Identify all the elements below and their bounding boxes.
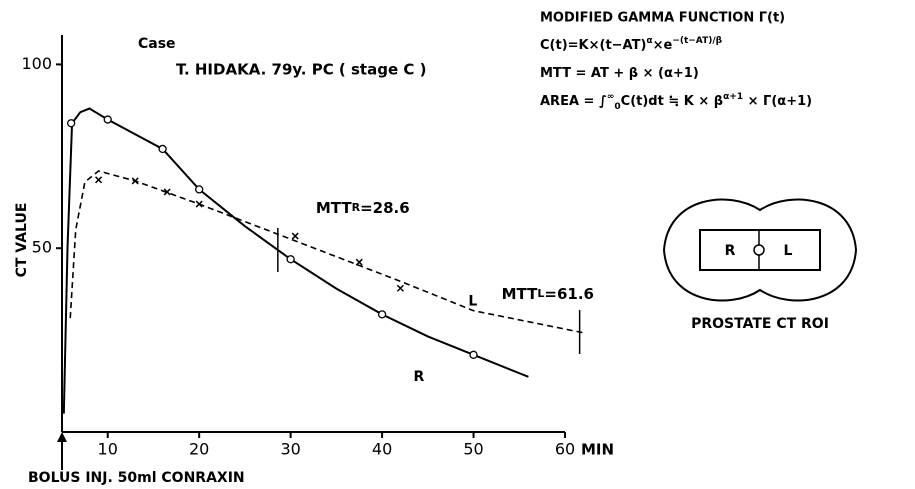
roi-right-label: L [784,243,793,259]
mtt-label: MTTL=61.6 [502,285,594,303]
data-point [377,310,387,319]
formula-part: C(t)=K×(t−AT) [540,38,646,53]
mtt-sub: R [352,201,361,214]
formula-part: 0 [614,102,620,112]
formula-line: AREA = ∫∞0C(t)dt ≒ K × βα+1 × Γ(α+1) [540,92,812,112]
fit-curve [62,107,529,414]
prostate-outline [662,198,858,302]
injection-arrowhead [57,432,67,442]
mtt-label: MTTR=28.6 [316,198,410,216]
data-point [195,185,204,194]
formula-part: ×e [653,38,673,53]
x-axis-label: MIN [581,441,614,459]
data-point [95,176,103,184]
data-point [195,200,203,208]
formula-part: α [646,36,652,46]
chart-subtitle: T. HIDAKA. 79y. PC ( stage C ) [176,61,426,79]
data-point [355,258,363,266]
mtt-value: 61.6 [557,285,594,303]
formula-part: AREA = ∫ [540,94,607,109]
x-tick-label: 60 [555,440,575,459]
data-point [131,177,139,185]
series-label: L [468,294,477,310]
injection-label: BOLUS INJ. 50ml CONRAXIN [28,470,245,486]
data-point [396,284,404,292]
mtt-label: MTT [502,285,539,303]
mtt-label: MTT [316,198,353,216]
series-label: R [414,369,425,385]
roi-box [699,229,821,271]
formula-heading: MODIFIED GAMMA FUNCTION Γ(t) [540,11,785,26]
mtt-value: 28.6 [373,198,410,216]
data-point [286,255,295,264]
y-tick-label: 100 [21,54,52,73]
chart-title: Case [138,36,176,52]
mtt-sub: L [537,287,544,300]
data-point [158,144,167,154]
roi-left-label: R [725,243,736,259]
formula-line: C(t)=K×(t−AT)α×e−(t−AT)/β [540,36,723,53]
x-tick-label: 30 [280,440,300,459]
formula-part: −(t−AT)/β [672,36,722,46]
formula-part: MTT = AT + β × (α+1) [540,66,699,81]
data-point [66,119,76,128]
x-tick-label: 20 [189,440,209,459]
data-point [291,232,299,240]
roi-diagram: R L PROSTATE CT ROI [662,198,858,332]
x-tick-label: 10 [98,440,118,459]
formula-line: MTT = AT + β × (α+1) [540,66,699,81]
data-point [163,188,171,196]
data-point [469,350,478,359]
formula-part: α+1 [723,92,743,102]
x-tick-label: 50 [463,440,483,459]
roi-center [753,244,765,256]
formula-part: × Γ(α+1) [743,94,812,109]
data-point [103,115,112,124]
mtt-eq: = [544,285,557,303]
y-tick-label: 50 [32,238,52,257]
y-axis-label: CT VALUE [14,203,30,278]
formula-part: ∞ [607,92,615,102]
fit-curve [69,170,584,334]
formula-part: C(t)dt ≒ K × β [621,94,723,109]
mtt-eq: = [360,198,373,216]
x-tick-label: 40 [372,440,392,459]
roi-caption: PROSTATE CT ROI [691,316,829,332]
